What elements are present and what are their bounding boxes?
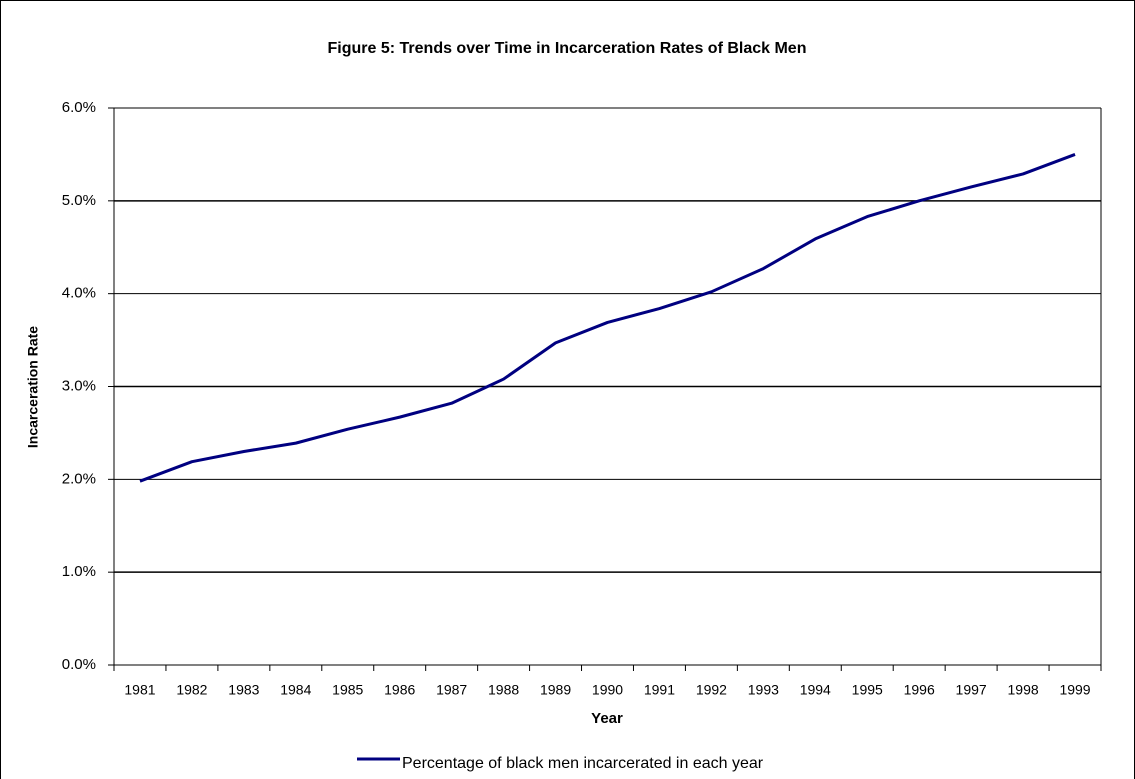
x-tick-label: 1993 [748, 682, 779, 698]
x-tick-label: 1999 [1059, 682, 1090, 698]
y-tick-label: 0.0% [62, 656, 96, 673]
x-tick-label: 1981 [124, 682, 155, 698]
y-tick-label: 2.0% [62, 470, 96, 487]
x-tick-label: 1995 [852, 682, 883, 698]
y-tick-label: 1.0% [62, 563, 96, 580]
x-tick-label: 1991 [644, 682, 675, 698]
x-tick-label: 1983 [228, 682, 259, 698]
x-tick-label: 1982 [176, 682, 207, 698]
x-tick-label: 1994 [800, 682, 831, 698]
y-axis-label: Incarceration Rate [25, 326, 41, 448]
x-tick-label: 1990 [592, 682, 623, 698]
y-tick-label: 6.0% [62, 99, 96, 116]
x-tick-label: 1986 [384, 682, 415, 698]
chart-title: Figure 5: Trends over Time in Incarcerat… [328, 40, 807, 57]
x-tick-label: 1996 [904, 682, 935, 698]
y-tick-label: 4.0% [62, 285, 96, 302]
x-tick-label: 1985 [332, 682, 363, 698]
x-tick-label: 1998 [1008, 682, 1039, 698]
x-tick-label: 1997 [956, 682, 987, 698]
x-tick-label: 1988 [488, 682, 519, 698]
x-axis-label: Year [591, 710, 623, 727]
y-tick-label: 5.0% [62, 192, 96, 209]
legend-label: Percentage of black men incarcerated in … [402, 755, 764, 772]
x-tick-label: 1989 [540, 682, 571, 698]
data-line [139, 153, 1076, 483]
x-tick-label: 1984 [280, 682, 311, 698]
x-tick-label: 1987 [436, 682, 467, 698]
x-tick-label: 1992 [696, 682, 727, 698]
y-tick-label: 3.0% [62, 377, 96, 394]
